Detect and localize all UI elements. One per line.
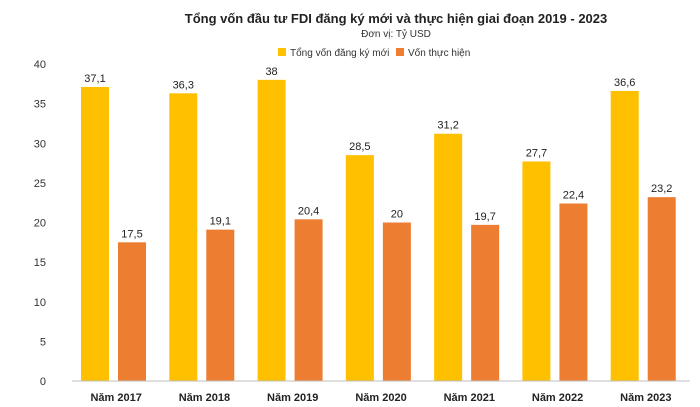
legend-label-implemented: Vốn thực hiện [408, 47, 470, 59]
data-label-implemented-4: 20 [391, 209, 403, 221]
data-label-registered-1: 37,1 [84, 73, 105, 85]
data-label-implemented-5: 19,7 [474, 211, 495, 223]
bar-implemented-6 [559, 203, 588, 381]
bar-implemented-7 [647, 197, 676, 381]
data-labels: 37,1 17,5 36,3 19,1 38 20,4 28,5 20 31,2 19,7 27,7… [84, 66, 672, 240]
bar-registered-2 [169, 93, 198, 381]
x-category-label: Năm 2022 [532, 392, 583, 404]
data-label-registered-7: 36,6 [614, 77, 635, 89]
legend-label-registered: Tổng vốn đăng ký mới [290, 47, 389, 59]
data-label-registered-4: 28,5 [349, 141, 370, 153]
chart-title: Tổng vốn đầu tư FDI đăng ký mới và thực … [185, 11, 608, 26]
x-category-label: Năm 2023 [620, 392, 671, 404]
chart-subtitle: Đơn vị: Tỷ USD [361, 28, 431, 40]
bar-implemented-1 [118, 242, 146, 381]
x-category-label: Năm 2017 [90, 392, 141, 404]
y-tick-label: 0 [40, 376, 46, 388]
bar-implemented-5 [471, 224, 500, 381]
data-label-registered-5: 31,2 [437, 120, 458, 132]
bar-implemented-4 [382, 222, 411, 381]
legend-swatch-registered [278, 48, 286, 56]
data-label-implemented-2: 19,1 [210, 216, 231, 228]
y-tick-label: 10 [34, 297, 46, 309]
legend-swatch-implemented [396, 48, 404, 56]
y-tick-label: 20 [34, 218, 46, 230]
bar-registered-3 [257, 79, 286, 381]
y-tick-label: 15 [34, 257, 46, 269]
y-tick-label: 25 [34, 178, 46, 190]
data-label-registered-6: 27,7 [526, 147, 547, 159]
y-tick-label: 5 [40, 336, 46, 348]
bar-registered-7 [610, 90, 639, 381]
bar-registered-5 [434, 133, 463, 381]
data-label-implemented-7: 23,2 [651, 183, 672, 195]
x-category-label: Năm 2019 [267, 392, 318, 404]
data-label-implemented-1: 17,5 [121, 228, 142, 240]
bar-implemented-2 [206, 229, 235, 381]
y-tick-label: 35 [34, 99, 46, 111]
y-tick-label: 30 [34, 138, 46, 150]
bar-implemented-3 [294, 219, 323, 381]
x-category-label: Năm 2018 [179, 392, 230, 404]
x-axis: Năm 2017 Năm 2018 Năm 2019 Năm 2020 Năm 2021… [72, 380, 690, 404]
bars [81, 79, 676, 382]
x-category-label: Năm 2021 [444, 392, 495, 404]
data-label-registered-2: 36,3 [173, 79, 194, 91]
data-label-implemented-3: 20,4 [298, 205, 319, 217]
bar-registered-1 [81, 86, 109, 382]
bar-registered-4 [345, 155, 374, 381]
y-tick-label: 40 [34, 59, 46, 71]
legend: Tổng vốn đăng ký mới Vốn thực hiện [278, 47, 470, 59]
data-label-registered-3: 38 [265, 66, 277, 78]
x-category-label: Năm 2020 [355, 392, 406, 404]
bar-registered-6 [522, 161, 551, 381]
y-axis: 0 5 10 15 20 25 30 35 40 [34, 59, 46, 388]
data-label-implemented-6: 22,4 [563, 189, 584, 201]
